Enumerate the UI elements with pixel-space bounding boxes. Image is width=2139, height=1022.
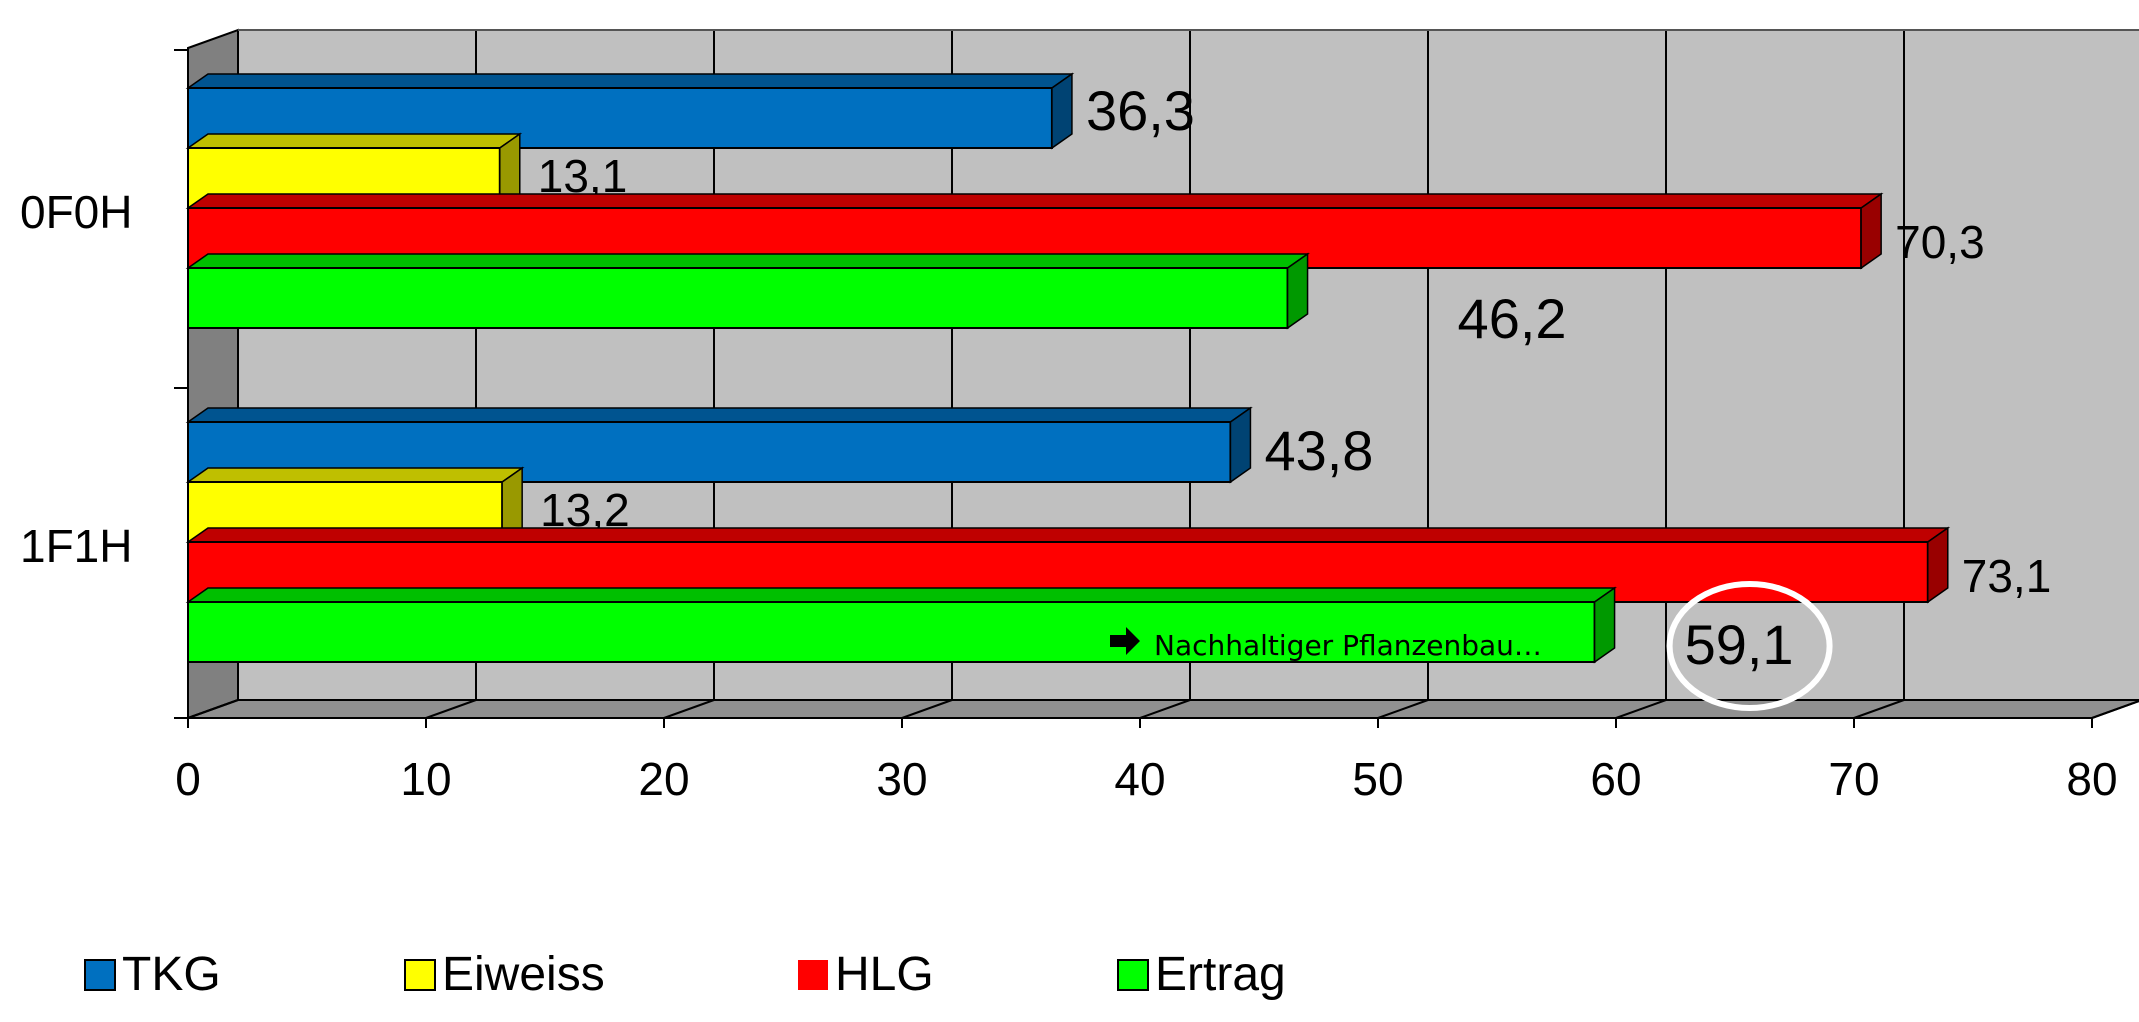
- x-tick-label: 0: [175, 753, 201, 805]
- bar-top-face: [185, 527, 1951, 543]
- bar-front-face: [187, 601, 1596, 663]
- legend-item: Eiweiss: [404, 948, 605, 1001]
- bar-front-face: [187, 267, 1289, 329]
- data-label: 36,3: [1086, 79, 1195, 142]
- legend-label: Eiweiss: [442, 948, 605, 1001]
- x-tick-label: 40: [1114, 753, 1165, 805]
- floor-gridline: [425, 699, 477, 719]
- bar-top-face: [185, 253, 1310, 269]
- floor-gridline: [1139, 699, 1191, 719]
- legend-label: Ertrag: [1155, 948, 1286, 1001]
- bar-side-face: [1593, 586, 1616, 664]
- highlight-circle: [1666, 581, 1833, 711]
- bar-tkg: [185, 72, 1075, 150]
- legend-label: TKG: [122, 948, 221, 1001]
- x-tick-label: 10: [400, 753, 451, 805]
- legend-swatch: [84, 959, 116, 991]
- legend-swatch: [1117, 959, 1149, 991]
- floor-gridline: [1377, 699, 1429, 719]
- bar-ertrag: [185, 252, 1310, 330]
- bar-top-face: [185, 587, 1617, 603]
- bar-side-face: [1927, 526, 1949, 604]
- x-tick-label: 50: [1352, 753, 1403, 805]
- data-label: 70,3: [1895, 216, 1985, 268]
- floor-gridline: [2091, 700, 2139, 719]
- legend-label: HLG: [835, 948, 934, 1001]
- x-tick-label: 80: [2066, 753, 2117, 805]
- floor-gridline: [901, 699, 953, 719]
- floor-gridline: [663, 699, 715, 719]
- bar-top-face: [185, 407, 1253, 423]
- x-tick-label: 20: [638, 753, 689, 805]
- data-label: 59,1: [1685, 613, 1794, 676]
- arrow-right-icon: [1110, 627, 1140, 655]
- bar-top-face: [185, 193, 1884, 209]
- bar-side-face: [1860, 192, 1882, 270]
- bar-side-face: [1051, 72, 1073, 150]
- category-label: 1F1H: [20, 520, 132, 572]
- bar-top-face: [185, 133, 523, 149]
- floor-gridline: [1615, 699, 1667, 719]
- annotation-text: Nachhaltiger Pflanzenbau…: [1154, 629, 1542, 662]
- bar-top-face: [185, 73, 1075, 89]
- data-label: 46,2: [1458, 287, 1567, 350]
- data-label: 43,8: [1264, 419, 1373, 482]
- x-tick-label: 60: [1590, 753, 1641, 805]
- data-label: 73,1: [1962, 550, 2052, 602]
- annotation-link[interactable]: Nachhaltiger Pflanzenbau…: [1110, 627, 1542, 662]
- x-tick-label: 70: [1828, 753, 1879, 805]
- legend-swatch: [798, 960, 828, 990]
- bar-top-face: [185, 467, 525, 483]
- bar-side-face: [1229, 406, 1252, 484]
- legend-item: TKG: [84, 948, 221, 1001]
- bar-ertrag: [185, 586, 1617, 664]
- floor-gridline: [187, 699, 239, 719]
- legend-item: HLG: [798, 948, 934, 1001]
- floor-gridline: [1853, 699, 1905, 719]
- legend-swatch: [404, 959, 436, 991]
- x-tick-label: 30: [876, 753, 927, 805]
- legend-item: Ertrag: [1117, 948, 1286, 1001]
- bar-side-face: [1286, 252, 1309, 330]
- category-label: 0F0H: [20, 186, 132, 238]
